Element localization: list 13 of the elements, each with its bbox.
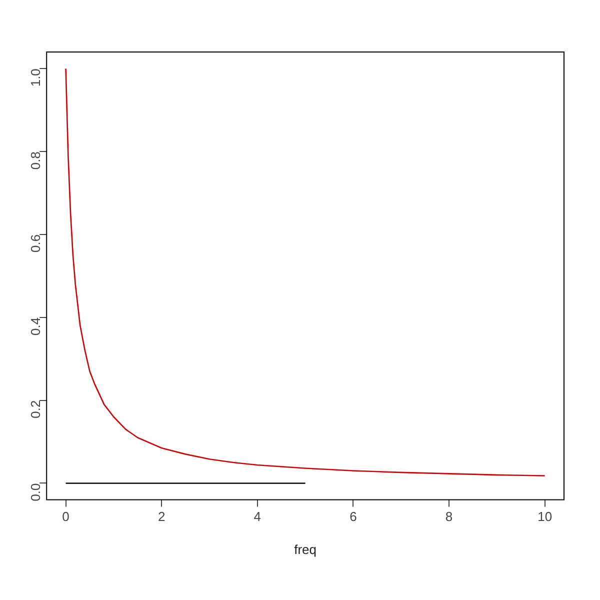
x-tick-label: 10 [538,509,552,524]
x-tick-label: 8 [445,509,453,524]
y-tick-label: 0.0 [28,483,44,502]
y-tick-label: 0.8 [28,152,44,170]
y-tick-label: 0.6 [28,234,44,253]
y-tick-label: 0.2 [28,400,44,418]
x-tick-label: 2 [158,509,166,524]
x-tick-label: 4 [254,509,262,524]
x-axis-title: freq [294,542,317,557]
x-tick-label: 0 [62,509,70,524]
x-tick-label: 6 [350,509,357,524]
y-tick-label: 1.0 [28,68,44,87]
y-tick-label: 0.4 [28,317,44,336]
